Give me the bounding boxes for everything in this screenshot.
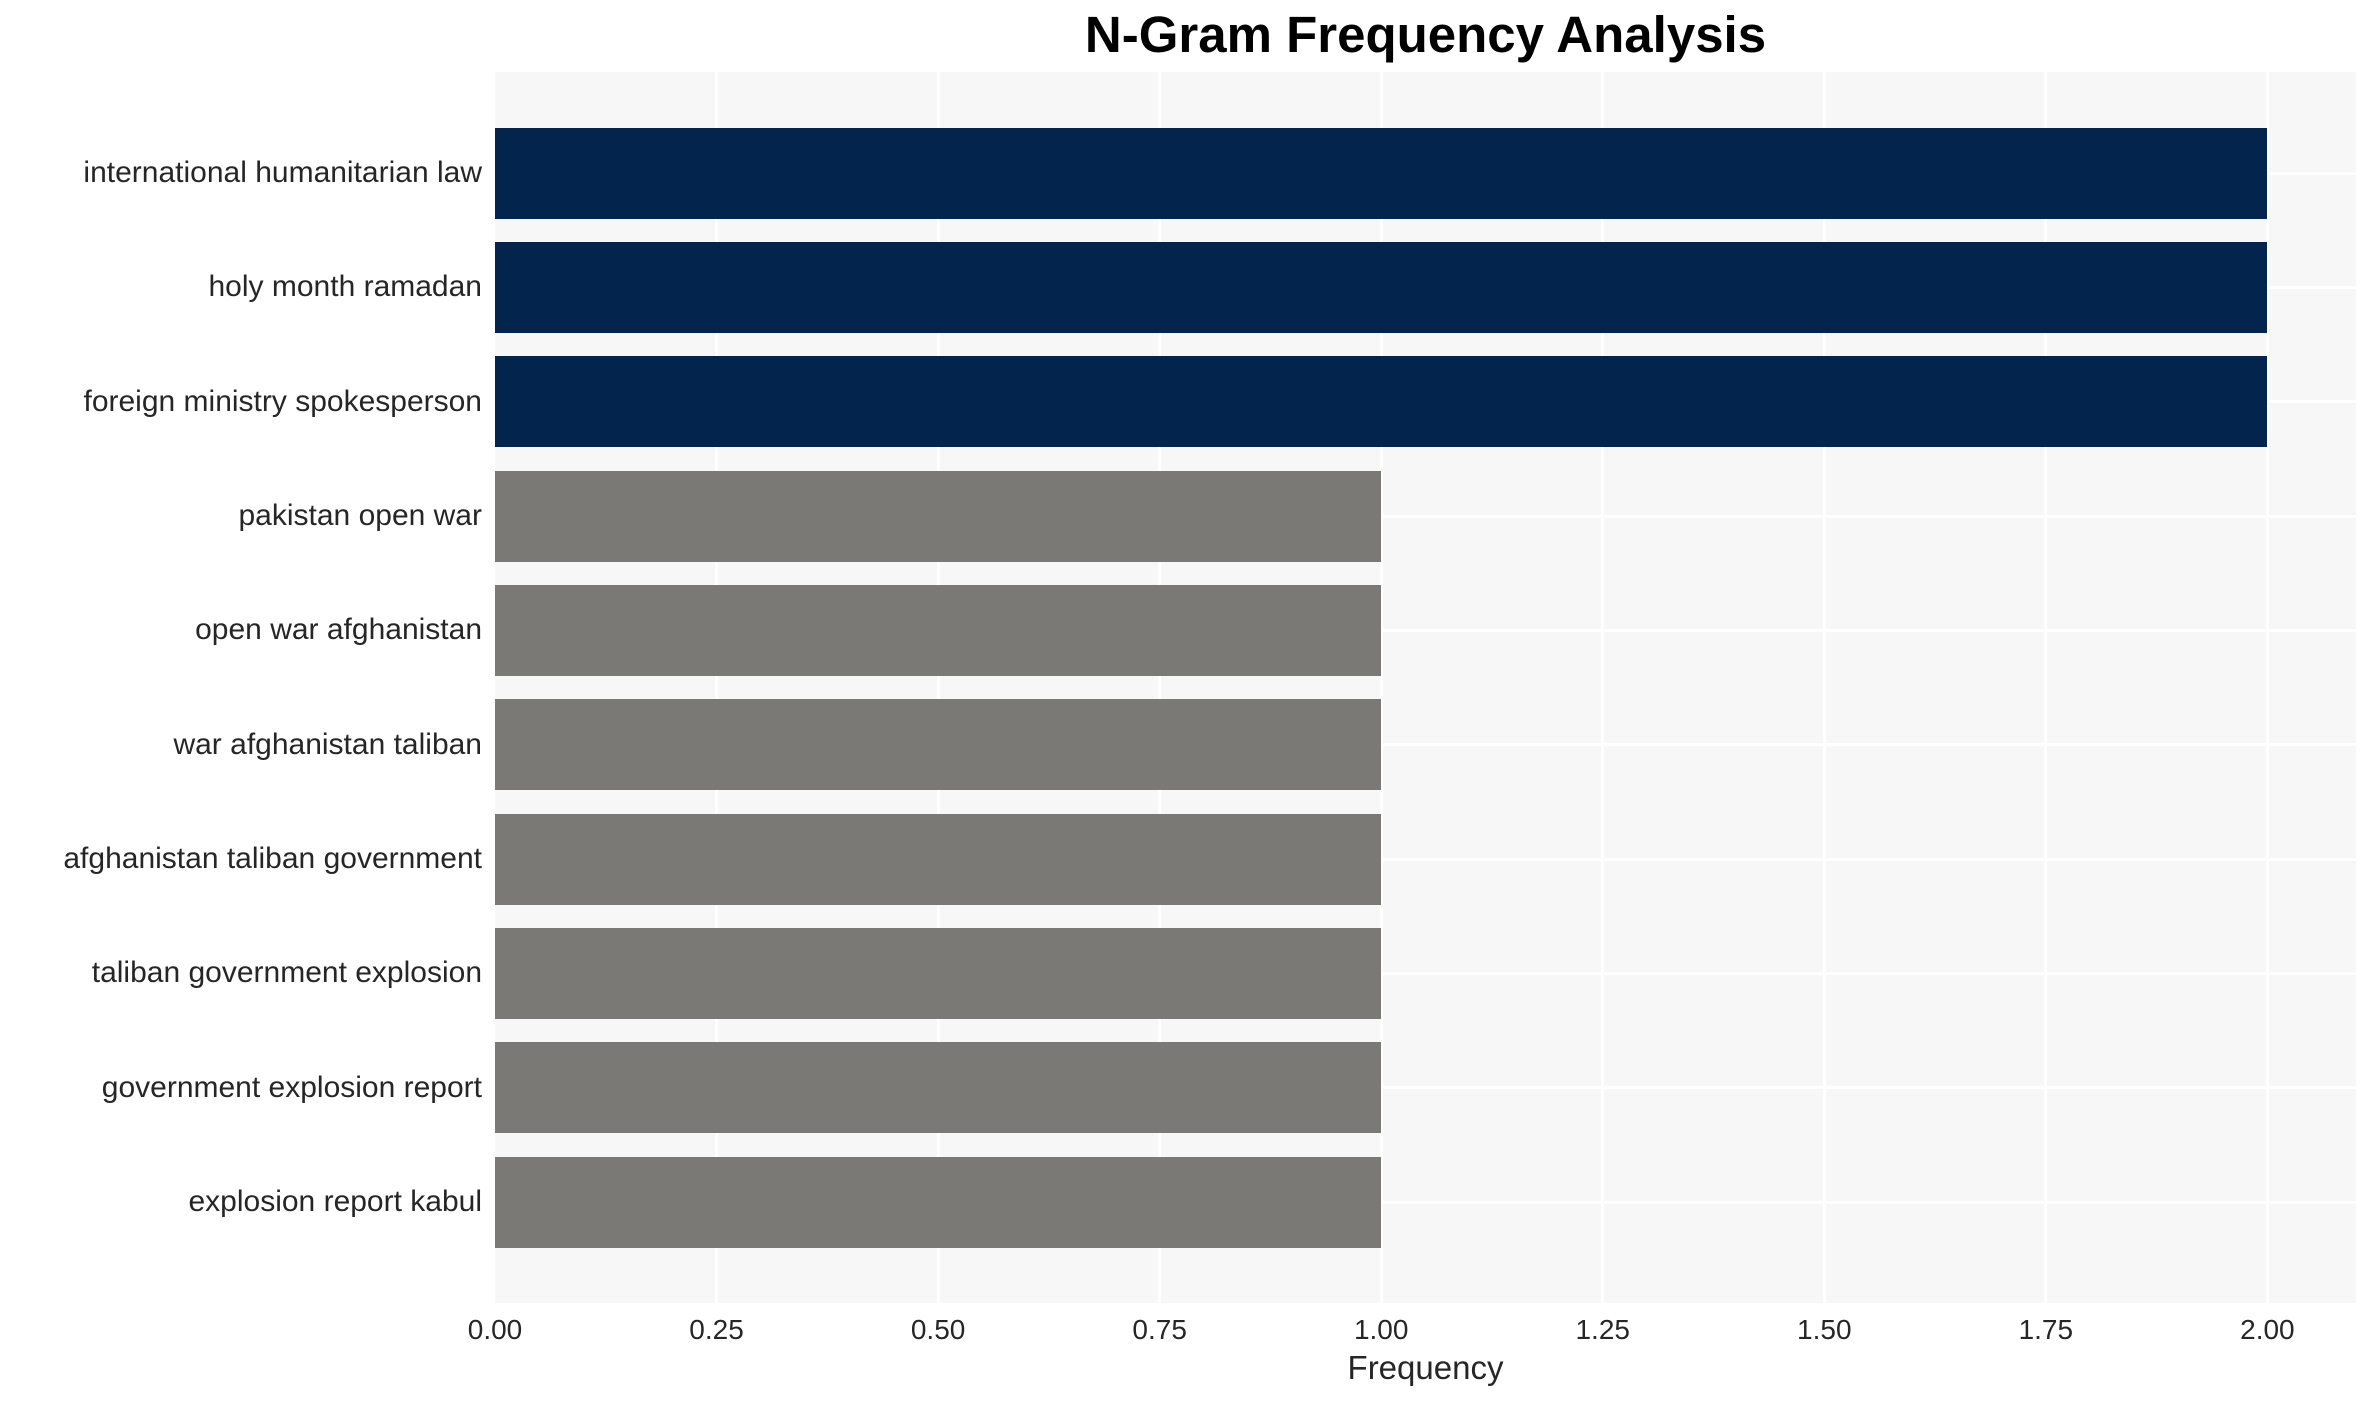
gridline-vertical (1158, 72, 1162, 1303)
x-axis-title: Frequency (1347, 1349, 1504, 1386)
gridline-vertical (1822, 72, 1826, 1303)
y-tick-label: international humanitarian law (83, 156, 482, 189)
y-tick-label: war afghanistan taliban (173, 727, 482, 761)
gridline-vertical (2044, 72, 2048, 1303)
bar-foreign-ministry-spokesperson (495, 356, 2268, 448)
y-tick-label: explosion report kabul (188, 1185, 482, 1218)
gridline-horizontal (495, 1200, 2356, 1204)
x-tick-label: 0.50 (910, 1314, 966, 1345)
gridline-vertical (1601, 72, 1605, 1303)
bar-taliban-government-explosion (495, 927, 1382, 1019)
x-tick-label: 1.25 (1575, 1314, 1630, 1345)
gridline-horizontal (495, 514, 2356, 518)
plot-area (495, 72, 2356, 1303)
bar-explosion-report-kabul (495, 1156, 1382, 1248)
y-tick-label: taliban government explosion (91, 956, 482, 990)
y-tick-label: pakistan open war (238, 499, 483, 532)
x-tick-label: 0.25 (689, 1314, 744, 1345)
bar-international-humanitarian-law (495, 127, 2268, 219)
gridline-horizontal (495, 743, 2356, 747)
gridline-horizontal (495, 628, 2356, 632)
x-tick-label: 1.00 (1353, 1314, 1409, 1345)
y-tick-label: government explosion report (101, 1070, 482, 1104)
x-tick-label: 1.50 (1797, 1314, 1852, 1345)
gridline-horizontal (495, 1086, 2356, 1090)
bar-holy-month-ramadan (495, 241, 2268, 333)
gridline-vertical (1379, 72, 1383, 1303)
y-tick-label: foreign ministry spokesperson (83, 384, 482, 418)
y-tick-label: open war afghanistan (195, 613, 482, 647)
gridline-vertical (936, 72, 940, 1303)
bar-open-war-afghanistan (495, 584, 1382, 676)
x-tick-label: 0.75 (1132, 1314, 1187, 1345)
x-tick-label: 0.00 (467, 1314, 523, 1345)
gridline-horizontal (495, 857, 2356, 861)
gridline-vertical (2265, 72, 2269, 1303)
chart-title: N-Gram Frequency Analysis (1084, 6, 1767, 63)
x-tick-label: 1.75 (2018, 1314, 2074, 1345)
y-tick-label: holy month ramadan (208, 270, 483, 304)
bar-pakistan-open-war (495, 470, 1382, 562)
bar-afghanistan-taliban-government (495, 813, 1382, 905)
bar-war-afghanistan-taliban (495, 699, 1382, 791)
bar-government-explosion-report (495, 1042, 1382, 1134)
y-tick-label: afghanistan taliban government (63, 842, 482, 875)
gridline-vertical (715, 72, 719, 1303)
x-tick-label: 2.00 (2240, 1314, 2295, 1345)
gridline-horizontal (495, 971, 2356, 975)
